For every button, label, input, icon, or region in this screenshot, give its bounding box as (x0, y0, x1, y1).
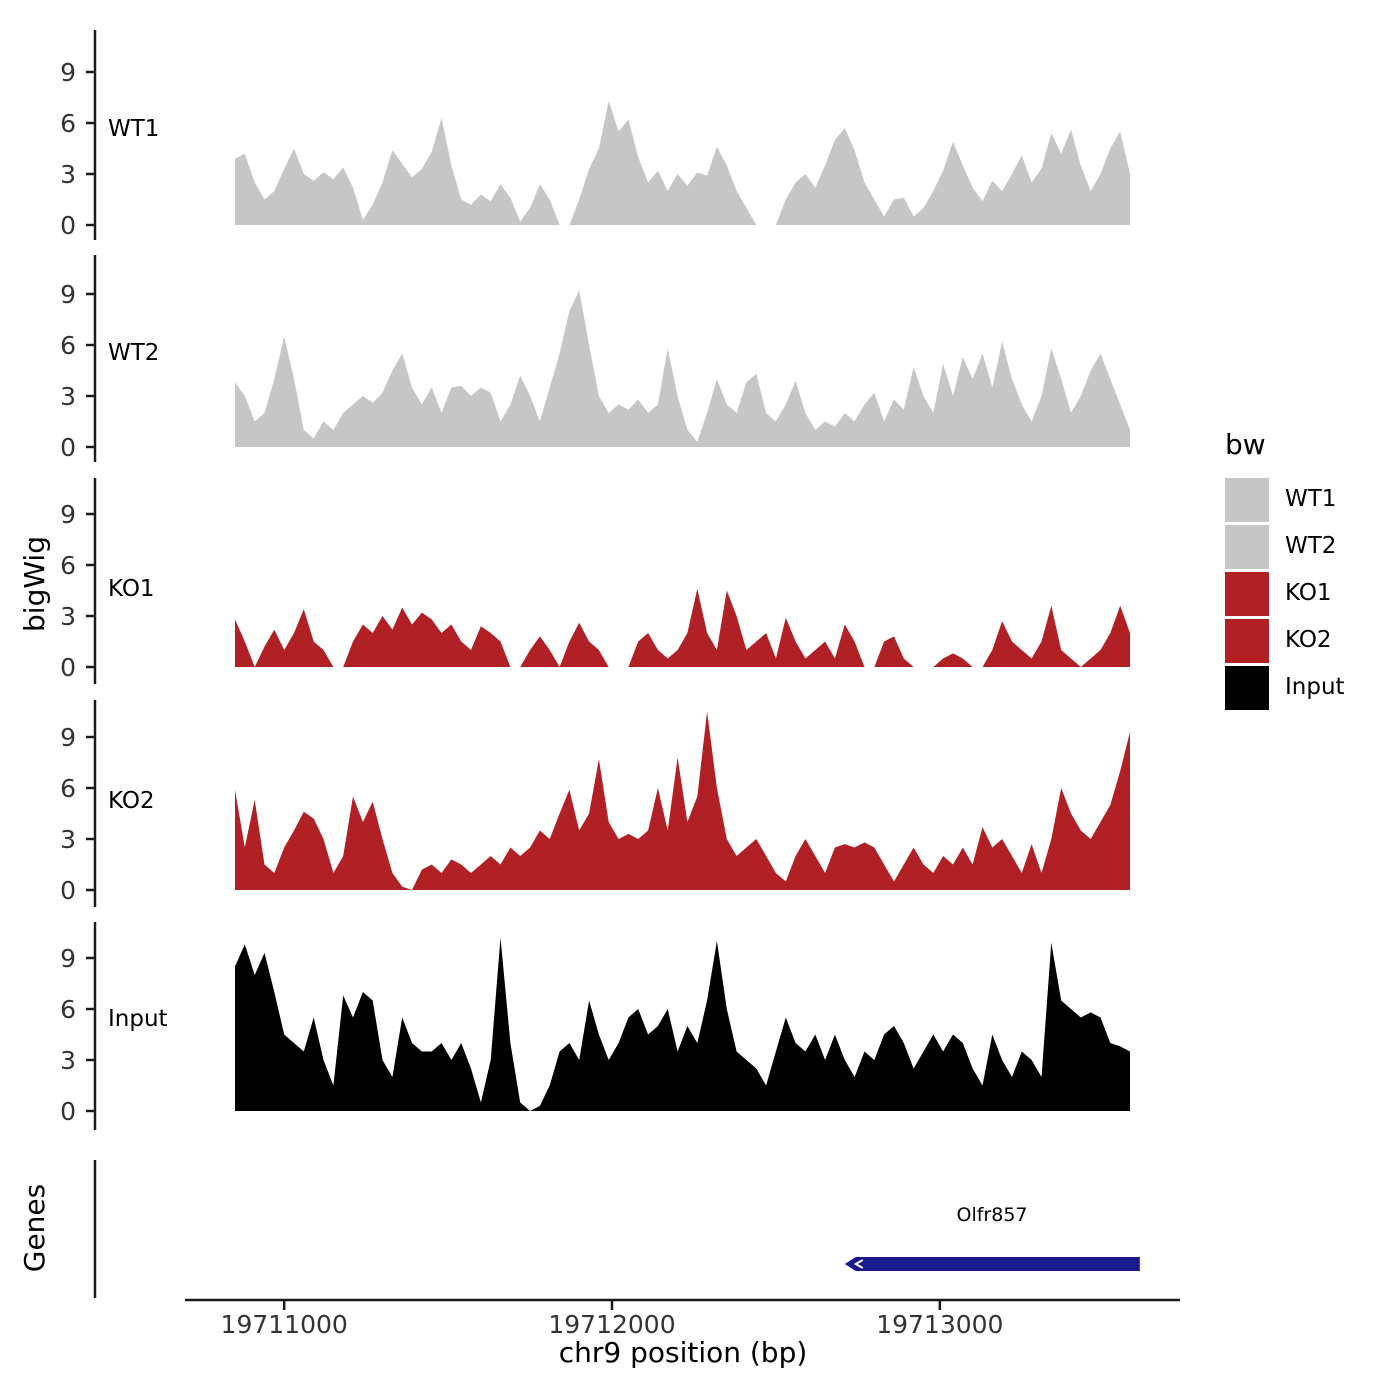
y-tick-label: 0 (60, 211, 76, 240)
x-tick-label: 19713000 (876, 1310, 1003, 1339)
legend-entry: KO1 (1225, 571, 1345, 616)
legend-swatch-wt1 (1225, 477, 1269, 522)
genes-axis-title: Genes (18, 1183, 51, 1273)
legend-swatch-ko1 (1225, 571, 1269, 616)
y-tick-label: 6 (60, 995, 76, 1024)
y-tick-label: 9 (60, 58, 76, 87)
legend-label-ko2: KO2 (1285, 627, 1332, 653)
y-tick-label: 9 (60, 280, 76, 309)
y-tick-label: 6 (60, 551, 76, 580)
legend-entry: Input (1225, 665, 1345, 710)
legend-label-wt1: WT1 (1285, 486, 1337, 512)
legend-label-input: Input (1285, 674, 1345, 700)
coverage-area-input (235, 937, 1130, 1111)
legend-swatch-wt2 (1225, 524, 1269, 569)
gene-strand-arrow-icon (853, 1259, 864, 1269)
y-tick-label: 0 (60, 653, 76, 682)
legend-entry: WT2 (1225, 524, 1345, 569)
y-tick-label: 6 (60, 331, 76, 360)
legend-label-wt2: WT2 (1285, 533, 1337, 559)
gene-name-label: Olfr857 (956, 1204, 1028, 1226)
coverage-area-ko2 (235, 711, 1130, 890)
legend-label-ko1: KO1 (1285, 580, 1332, 606)
y-tick-label: 0 (60, 876, 76, 905)
x-tick-label: 19712000 (548, 1310, 675, 1339)
y-tick-label: 3 (60, 382, 76, 411)
coverage-area-ko1 (235, 588, 1130, 667)
y-tick-label: 3 (60, 602, 76, 631)
track-label-wt2: WT2 (108, 340, 160, 366)
y-tick-label: 0 (60, 1097, 76, 1126)
track-label-input: Input (108, 1006, 168, 1032)
y-tick-label: 3 (60, 1046, 76, 1075)
legend: bw WT1 WT2 KO1 KO2 Input (1225, 428, 1345, 712)
legend-entry: KO2 (1225, 618, 1345, 663)
y-axis-title: bigWig (18, 536, 51, 632)
y-tick-label: 0 (60, 433, 76, 462)
track-label-ko1: KO1 (108, 576, 155, 602)
x-axis-title: chr9 position (bp) (558, 1336, 808, 1369)
legend-swatch-input (1225, 665, 1269, 710)
y-tick-label: 3 (60, 160, 76, 189)
y-tick-label: 9 (60, 500, 76, 529)
legend-swatch-ko2 (1225, 618, 1269, 663)
gene-body (844, 1257, 1140, 1271)
y-tick-label: 6 (60, 774, 76, 803)
y-tick-label: 6 (60, 109, 76, 138)
x-tick-label: 19711000 (221, 1310, 348, 1339)
y-tick-label: 3 (60, 825, 76, 854)
coverage-area-wt2 (235, 290, 1130, 447)
legend-title: bw (1225, 428, 1266, 461)
legend-entry: WT1 (1225, 477, 1345, 522)
track-label-wt1: WT1 (108, 116, 160, 142)
y-tick-label: 9 (60, 944, 76, 973)
track-label-ko2: KO2 (108, 788, 155, 814)
coverage-area-wt1 (235, 100, 1130, 225)
y-tick-label: 9 (60, 723, 76, 752)
